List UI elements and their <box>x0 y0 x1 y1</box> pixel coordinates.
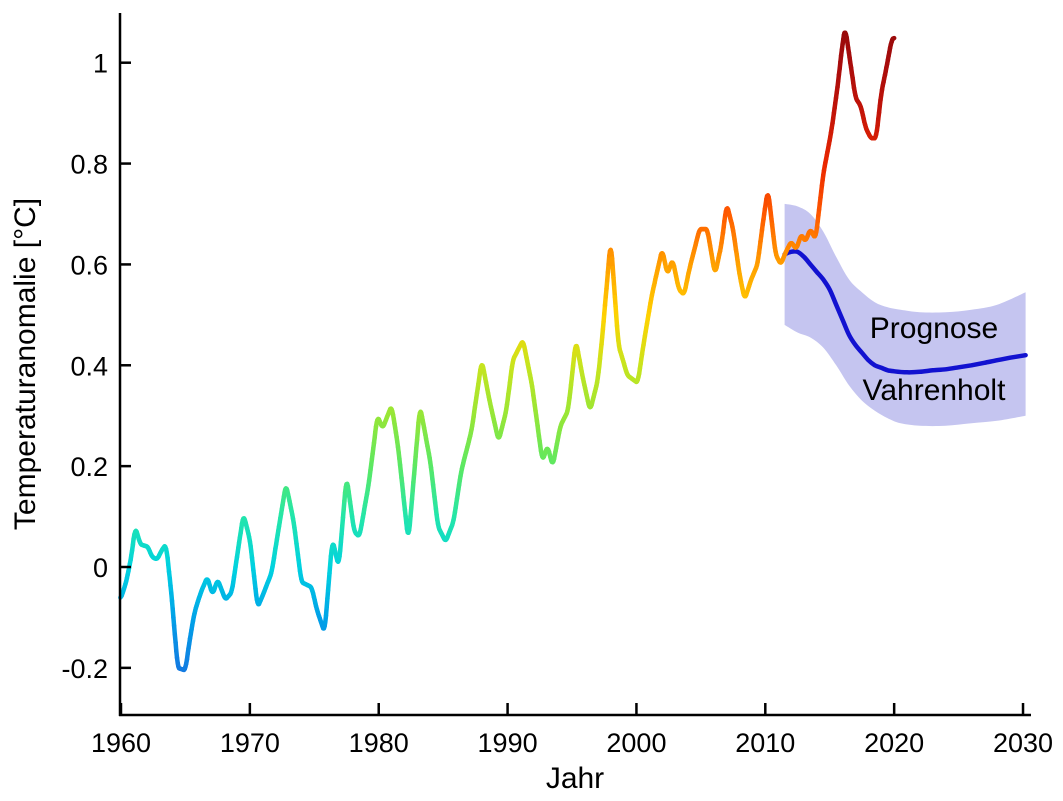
x-tick-label-1970: 1970 <box>220 728 280 758</box>
forecast-uncertainty-band <box>784 203 1026 427</box>
band-layer <box>784 203 1026 427</box>
x-tick-label-2010: 2010 <box>735 728 795 758</box>
y-tick-label--0.2: -0.2 <box>61 654 108 684</box>
observed-series-layer <box>118 30 897 673</box>
y-tick-label-0.8: 0.8 <box>70 150 108 180</box>
x-tick-label-1960: 1960 <box>91 728 151 758</box>
y-tick-label-0.4: 0.4 <box>70 351 108 381</box>
forecast-line <box>782 249 1028 375</box>
x-tick-label-2020: 2020 <box>864 728 924 758</box>
y-tick-label-0.6: 0.6 <box>70 250 108 280</box>
annotation-vahrenholt: Vahrenholt <box>863 374 1007 407</box>
axes-layer: 1960 1970 1980 1990 2000 2010 2020 2030 -0.2 0 0.2… <box>61 13 1053 758</box>
x-tick-label-1990: 1990 <box>478 728 538 758</box>
y-axis-label: Temperaturanomalie [°C] <box>9 198 42 530</box>
annotation-prognose: Prognose <box>870 312 998 345</box>
x-tick-label-2000: 2000 <box>606 728 666 758</box>
x-tick-label-2030: 2030 <box>993 728 1053 758</box>
x-tick-label-1980: 1980 <box>349 728 409 758</box>
y-tick-label-1: 1 <box>93 49 108 79</box>
y-tick-label-0.2: 0.2 <box>70 452 108 482</box>
forecast-layer <box>782 249 1028 375</box>
x-axis-label: Jahr <box>546 762 604 795</box>
y-tick-label-0: 0 <box>93 553 108 583</box>
